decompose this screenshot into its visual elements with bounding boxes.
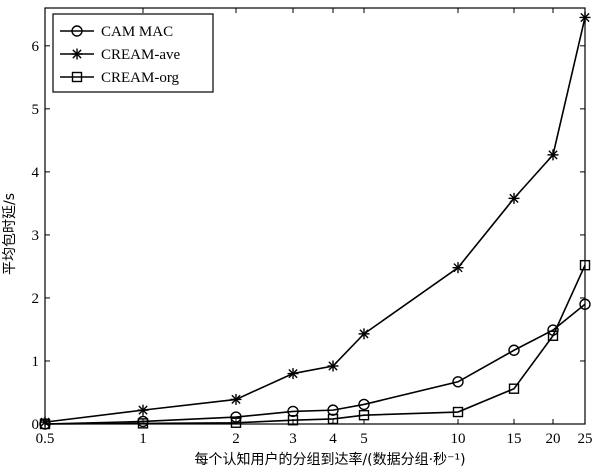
y-axis-title-group: 平均包时延/s [2,193,18,275]
series-2 [39,259,591,430]
data-point [508,344,520,356]
data-point [508,192,520,204]
y-tick-label: 1 [32,354,40,370]
data-point [358,398,370,411]
series-0 [39,298,591,430]
y-tick-label: 2 [32,291,40,307]
legend-label-cream-ave: CREAM-ave [101,47,180,63]
y-axis-label: 平均包时延/s [2,193,18,275]
data-point [358,409,370,421]
series-line [44,264,586,425]
legend-marker-1 [71,48,83,60]
legend-marker-0 [71,25,83,37]
data-point [452,406,464,418]
y-tick-label: 6 [32,39,40,55]
data-point [137,418,149,429]
data-point [547,149,559,161]
series-line [44,17,586,423]
data-point [287,368,299,380]
legend-marker-2 [71,71,83,83]
x-tick-label: 1 [139,431,147,447]
y-tick-label: 5 [32,102,40,118]
data-point [230,393,242,405]
data-point [358,328,370,340]
x-tick-label: 15 [507,431,522,447]
legend-box [52,13,214,93]
data-point [547,330,559,341]
data-point [287,415,299,426]
series-1 [39,11,591,428]
x-tick-label: 5 [360,431,368,447]
x-tick-label: 4 [329,431,337,447]
data-point [452,376,464,388]
legend-label-cream-org: CREAM-org [101,70,180,86]
series-line [44,303,586,425]
data-point [137,404,149,416]
plot-frame [44,7,586,425]
x-tick-label: 3 [289,431,297,447]
x-tick-label: 2 [232,431,240,447]
data-point [508,383,520,394]
x-tick-label: 20 [546,431,561,447]
x-tick-label: 10 [451,431,466,447]
y-tick-label: 0 [32,417,40,433]
data-point [230,417,242,428]
x-axis-label: 每个认知用户的分组到达率/(数据分组·秒⁻¹) [194,451,465,468]
y-tick-label: 4 [32,165,40,181]
x-tick-label: 0.5 [36,431,55,447]
legend-label-cam-mac: CAM MAC [101,24,173,40]
legend: CAM MAC CREAM-ave CREAM-org [52,13,214,93]
x-tick-label: 25 [578,431,593,447]
data-point [452,262,464,274]
y-tick-label: 3 [32,228,40,244]
data-point [327,360,339,372]
